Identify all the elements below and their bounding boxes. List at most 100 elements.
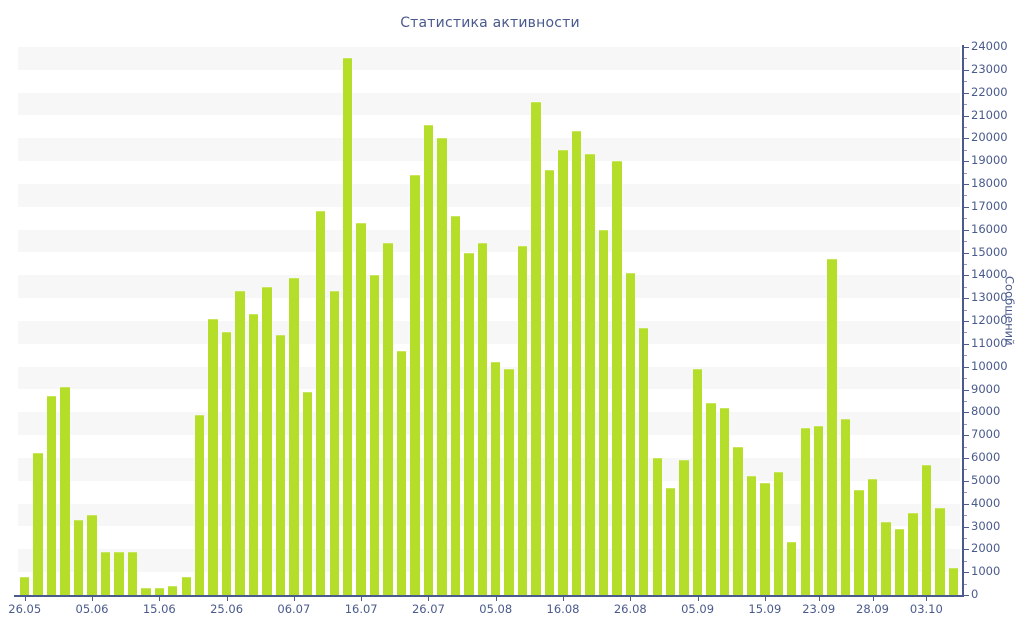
y-axis-label: 6000 — [971, 450, 1001, 464]
bar[interactable] — [73, 519, 84, 595]
bar[interactable] — [491, 362, 501, 595]
bar[interactable] — [921, 464, 932, 595]
bar[interactable] — [396, 350, 407, 595]
bar[interactable] — [316, 211, 326, 595]
bar[interactable] — [881, 521, 891, 595]
bar[interactable] — [464, 252, 474, 595]
bar[interactable] — [208, 318, 218, 595]
bar[interactable] — [827, 259, 837, 595]
x-axis-label: 05.09 — [681, 602, 715, 616]
y-axis-minor-tick — [964, 126, 967, 128]
bar[interactable] — [275, 334, 286, 595]
bar[interactable] — [127, 551, 138, 595]
bar[interactable] — [194, 414, 205, 595]
x-axis-label: 26.07 — [411, 602, 445, 616]
y-axis-label: 18000 — [971, 176, 1008, 190]
x-axis-tick — [872, 595, 874, 601]
bar[interactable] — [800, 428, 810, 595]
bar[interactable] — [652, 458, 662, 595]
bar[interactable] — [571, 131, 582, 595]
bar[interactable] — [114, 551, 124, 595]
bar[interactable] — [450, 215, 461, 595]
bar[interactable] — [329, 291, 339, 595]
y-axis-label: 12000 — [971, 313, 1008, 327]
bar[interactable] — [639, 327, 649, 595]
bar[interactable] — [60, 387, 70, 595]
bar[interactable] — [665, 487, 676, 595]
bar[interactable] — [383, 243, 393, 595]
bar[interactable] — [20, 576, 30, 595]
bar[interactable] — [517, 245, 528, 595]
bar[interactable] — [908, 512, 918, 595]
bar[interactable] — [302, 391, 313, 595]
bar[interactable] — [760, 483, 770, 595]
x-axis-label: 16.08 — [546, 602, 580, 616]
bar[interactable] — [477, 243, 487, 595]
bar[interactable] — [719, 407, 730, 595]
bar[interactable] — [437, 138, 447, 595]
y-axis-minor-tick — [964, 263, 967, 265]
bar[interactable] — [679, 460, 689, 595]
bar[interactable] — [625, 273, 635, 595]
bar[interactable] — [598, 229, 609, 595]
y-axis-tick — [964, 138, 969, 140]
bar[interactable] — [154, 588, 164, 595]
bar[interactable] — [168, 585, 178, 595]
bar[interactable] — [787, 542, 797, 595]
x-axis-label: 15.06 — [142, 602, 176, 616]
y-axis-tick — [964, 47, 969, 48]
bar[interactable] — [342, 58, 353, 595]
bar[interactable] — [813, 426, 824, 595]
gridline-band — [18, 47, 960, 70]
y-axis-minor-tick — [964, 537, 967, 539]
y-axis-tick — [964, 412, 969, 414]
bar[interactable] — [356, 222, 366, 595]
bar[interactable] — [867, 478, 878, 595]
bar[interactable] — [854, 489, 864, 595]
bar[interactable] — [221, 332, 232, 595]
y-axis-label: 10000 — [971, 358, 1008, 373]
x-axis-tick — [697, 595, 699, 601]
bar[interactable] — [948, 567, 958, 595]
y-axis-minor-tick — [964, 149, 967, 151]
bar[interactable] — [733, 446, 743, 595]
bar[interactable] — [100, 551, 111, 595]
x-axis-tick — [92, 595, 93, 601]
bar[interactable] — [612, 161, 622, 595]
bar[interactable] — [141, 588, 151, 595]
bar[interactable] — [248, 314, 259, 595]
bar[interactable] — [531, 101, 541, 595]
bar[interactable] — [369, 275, 380, 595]
bar[interactable] — [87, 515, 97, 595]
bar[interactable] — [33, 453, 43, 595]
y-axis-label: 17000 — [971, 198, 1008, 213]
bar[interactable] — [840, 419, 851, 595]
x-axis-tick — [818, 595, 820, 601]
y-axis-minor-tick — [964, 104, 967, 106]
bar[interactable] — [692, 368, 703, 595]
bar[interactable] — [235, 291, 245, 595]
y-axis-minor-tick — [964, 469, 967, 471]
bar[interactable] — [706, 403, 716, 595]
bar[interactable] — [423, 124, 434, 595]
bar[interactable] — [289, 277, 299, 595]
bar[interactable] — [504, 368, 514, 595]
bar[interactable] — [773, 471, 784, 595]
x-axis-tick — [293, 595, 295, 601]
x-axis-tick — [159, 595, 161, 601]
y-axis-label: 5000 — [971, 472, 1001, 487]
bar[interactable] — [46, 396, 57, 595]
y-axis-label: 19000 — [971, 153, 1008, 168]
bar[interactable] — [746, 476, 757, 595]
bar[interactable] — [585, 154, 595, 595]
bar[interactable] — [262, 286, 272, 595]
bar[interactable] — [410, 174, 420, 595]
y-axis-minor-tick — [964, 492, 967, 494]
bar[interactable] — [558, 149, 568, 595]
x-axis-tick — [495, 595, 497, 601]
bar[interactable] — [935, 508, 945, 595]
bar[interactable] — [894, 528, 905, 595]
bar[interactable] — [181, 576, 191, 595]
bar[interactable] — [544, 170, 555, 595]
x-axis-tick — [630, 595, 632, 601]
